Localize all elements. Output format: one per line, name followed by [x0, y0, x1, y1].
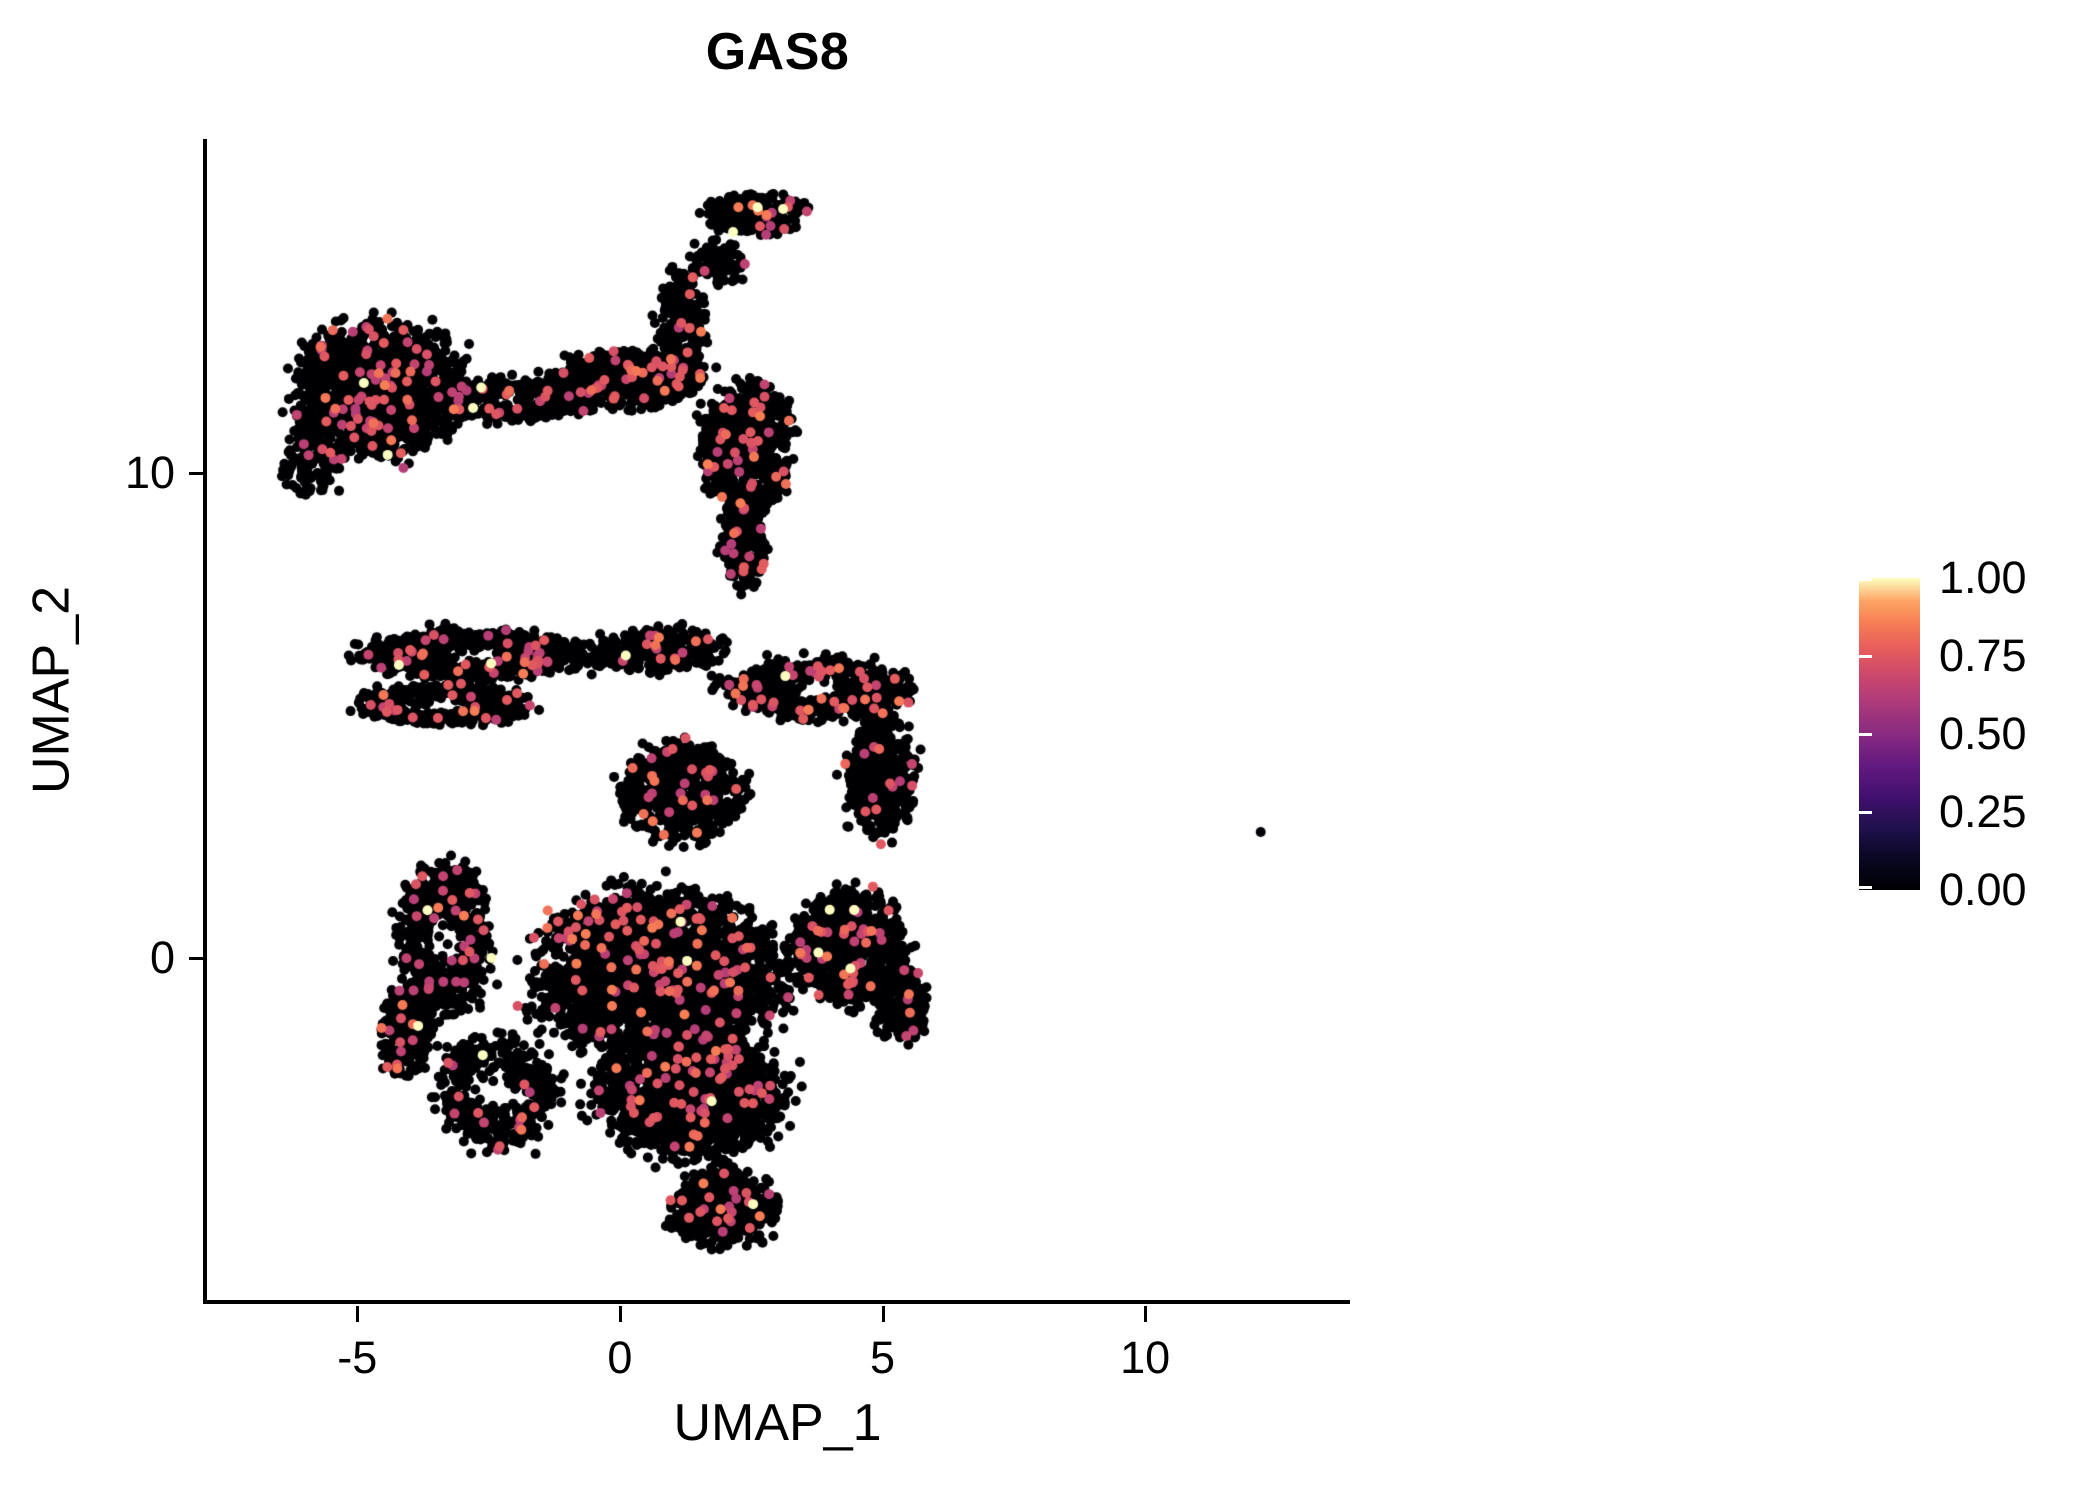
colorbar-tick-mark [2066, 578, 2079, 581]
x-axis-label: UMAP_1 [673, 1394, 882, 1452]
x-tick-label: -5 [337, 1332, 378, 1383]
y-tick-mark [189, 956, 205, 960]
colorbar-tick-mark [1859, 810, 1872, 814]
page-title: GAS8 [705, 23, 850, 81]
x-tick-mark [618, 1306, 622, 1322]
plot-panel [205, 139, 1350, 1302]
colorbar-tick-mark [2066, 654, 2079, 658]
x-tick-mark [881, 1306, 885, 1322]
colorbar-tick-mark [2066, 885, 2079, 889]
y-tick-label: 10 [124, 447, 175, 499]
y-tick-mark [189, 472, 205, 476]
x-tick-mark [1144, 1306, 1148, 1322]
x-tick-label: 0 [607, 1332, 633, 1383]
colorbar-tick-mark [2066, 810, 2079, 814]
scatter-plot-canvas [205, 139, 1350, 1302]
colorbar-tick-label: 0.50 [1939, 708, 2027, 759]
colorbar-tick-label: 0.25 [1939, 786, 2027, 837]
colorbar-tick-mark [1859, 654, 1872, 658]
colorbar-tick-mark [1859, 885, 1872, 889]
y-tick-label: 0 [149, 931, 175, 983]
x-tick-mark [356, 1306, 360, 1322]
y-axis-label: UMAP_2 [22, 585, 81, 795]
colorbar-tick-mark [1859, 732, 1872, 736]
y-axis-line [203, 139, 207, 1303]
x-tick-label: 5 [870, 1332, 896, 1383]
x-axis-line [203, 1300, 1350, 1304]
colorbar-tick-label: 1.00 [1939, 552, 2027, 603]
x-tick-label: 10 [1120, 1332, 1171, 1383]
colorbar-tick-label: 0.75 [1939, 630, 2027, 681]
colorbar-legend: 1.00 0.75 0.50 0.25 0.00 [1859, 552, 2079, 915]
colorbar-tick-mark [2066, 732, 2079, 736]
colorbar-tick-mark [1859, 578, 1872, 581]
colorbar-tick-label: 0.00 [1939, 864, 2027, 915]
